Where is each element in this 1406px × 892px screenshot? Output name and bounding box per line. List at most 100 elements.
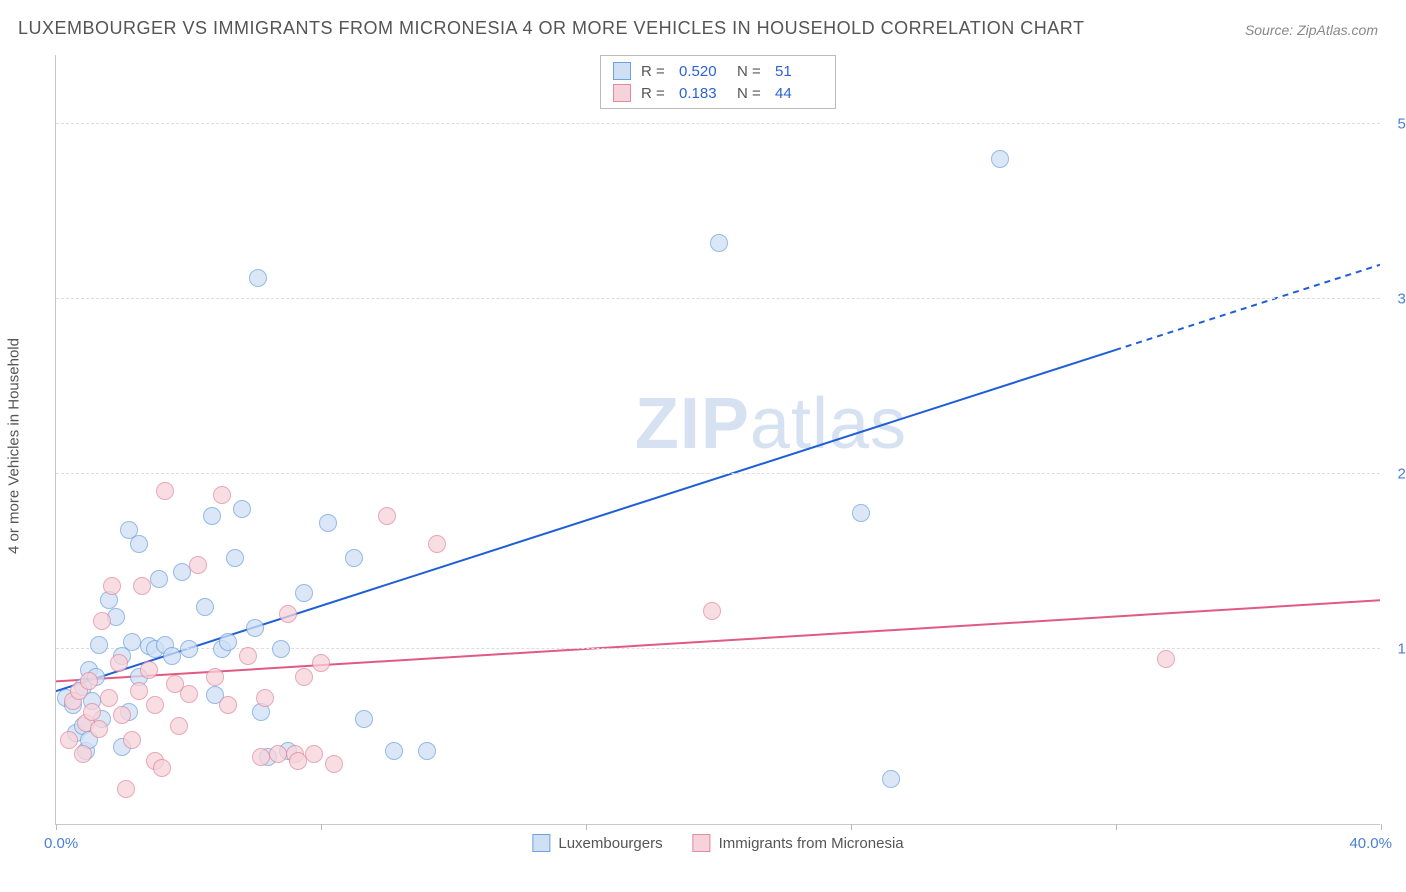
legend-label: Immigrants from Micronesia	[719, 835, 904, 852]
data-point	[153, 759, 171, 777]
x-tick	[851, 824, 852, 830]
legend-swatch	[532, 834, 550, 852]
data-point	[140, 661, 158, 679]
y-tick-label: 37.5%	[1385, 291, 1406, 308]
n-value: 44	[775, 85, 823, 102]
n-label: N =	[737, 63, 765, 80]
data-point	[295, 584, 313, 602]
data-point	[130, 682, 148, 700]
data-point	[163, 647, 181, 665]
data-point	[312, 654, 330, 672]
data-point	[269, 745, 287, 763]
r-label: R =	[641, 63, 669, 80]
data-point	[305, 745, 323, 763]
x-tick	[586, 824, 587, 830]
chart-container: LUXEMBOURGER VS IMMIGRANTS FROM MICRONES…	[0, 0, 1406, 892]
data-point	[123, 633, 141, 651]
data-point	[219, 633, 237, 651]
stats-row: R = 0.183 N = 44	[601, 82, 835, 104]
data-point	[246, 619, 264, 637]
chart-title: LUXEMBOURGER VS IMMIGRANTS FROM MICRONES…	[18, 18, 1084, 39]
data-point	[1157, 650, 1175, 668]
data-point	[249, 269, 267, 287]
gridline-h	[56, 123, 1380, 124]
data-point	[378, 507, 396, 525]
data-point	[295, 668, 313, 686]
data-point	[196, 598, 214, 616]
data-point	[272, 640, 290, 658]
data-point	[74, 745, 92, 763]
data-point	[385, 742, 403, 760]
stats-legend-box: R = 0.520 N = 51 R = 0.183 N = 44	[600, 55, 836, 109]
data-point	[117, 780, 135, 798]
data-point	[189, 556, 207, 574]
legend-item: Immigrants from Micronesia	[693, 834, 904, 852]
r-value: 0.520	[679, 63, 727, 80]
data-point	[90, 636, 108, 654]
data-point	[703, 602, 721, 620]
r-label: R =	[641, 85, 669, 102]
legend-label: Luxembourgers	[558, 835, 662, 852]
data-point	[345, 549, 363, 567]
data-point	[130, 535, 148, 553]
series-legend: Luxembourgers Immigrants from Micronesia	[532, 834, 903, 852]
legend-swatch	[613, 84, 631, 102]
data-point	[206, 668, 224, 686]
y-tick-label: 25.0%	[1385, 466, 1406, 483]
r-value: 0.183	[679, 85, 727, 102]
data-point	[123, 731, 141, 749]
data-point	[252, 748, 270, 766]
data-point	[80, 672, 98, 690]
source-label: Source: ZipAtlas.com	[1245, 22, 1378, 38]
data-point	[133, 577, 151, 595]
watermark: ZIPatlas	[635, 383, 907, 465]
n-value: 51	[775, 63, 823, 80]
data-point	[991, 150, 1009, 168]
data-point	[113, 706, 131, 724]
data-point	[319, 514, 337, 532]
data-point	[180, 685, 198, 703]
data-point	[100, 689, 118, 707]
legend-swatch	[613, 62, 631, 80]
x-axis-min-label: 0.0%	[44, 835, 78, 852]
data-point	[233, 500, 251, 518]
data-point	[173, 563, 191, 581]
data-point	[146, 696, 164, 714]
data-point	[203, 507, 221, 525]
data-point	[226, 549, 244, 567]
y-axis-label: 4 or more Vehicles in Household	[6, 338, 23, 554]
data-point	[355, 710, 373, 728]
x-tick	[1381, 824, 1382, 830]
data-point	[418, 742, 436, 760]
data-point	[103, 577, 121, 595]
data-point	[156, 482, 174, 500]
data-point	[852, 504, 870, 522]
data-point	[150, 570, 168, 588]
x-tick	[321, 824, 322, 830]
x-tick	[56, 824, 57, 830]
data-point	[710, 234, 728, 252]
y-tick-label: 50.0%	[1385, 116, 1406, 133]
legend-swatch	[693, 834, 711, 852]
data-point	[239, 647, 257, 665]
data-point	[180, 640, 198, 658]
y-tick-label: 12.5%	[1385, 641, 1406, 658]
x-axis-max-label: 40.0%	[1349, 835, 1392, 852]
n-label: N =	[737, 85, 765, 102]
data-point	[213, 486, 231, 504]
data-point	[93, 612, 111, 630]
data-point	[256, 689, 274, 707]
data-point	[882, 770, 900, 788]
plot-area: ZIPatlas R =0.520N =51R =0.183N =44 0.0%…	[55, 55, 1380, 825]
data-point	[83, 703, 101, 721]
legend-item: Luxembourgers	[532, 834, 662, 852]
data-point	[289, 752, 307, 770]
data-point	[325, 755, 343, 773]
data-point	[90, 720, 108, 738]
gridline-h	[56, 298, 1380, 299]
data-point	[279, 605, 297, 623]
data-point	[170, 717, 188, 735]
data-point	[110, 654, 128, 672]
data-point	[428, 535, 446, 553]
gridline-h	[56, 473, 1380, 474]
